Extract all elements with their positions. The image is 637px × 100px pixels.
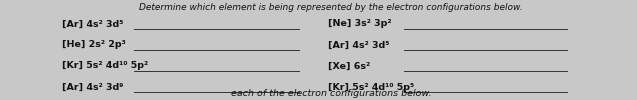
Text: each of the electron configurations below.: each of the electron configurations belo… — [231, 89, 431, 98]
Text: [Ne] 3s² 3p²: [Ne] 3s² 3p² — [328, 20, 392, 28]
Text: [Ar] 4s² 3d⁵: [Ar] 4s² 3d⁵ — [62, 20, 124, 28]
Text: [Kr] 5s² 4d¹⁰ 5p²: [Kr] 5s² 4d¹⁰ 5p² — [62, 62, 148, 70]
Text: [He] 2s² 2p³: [He] 2s² 2p³ — [62, 40, 126, 50]
Text: [Xe] 6s²: [Xe] 6s² — [328, 62, 370, 70]
Text: [Ar] 4s² 3d⁹: [Ar] 4s² 3d⁹ — [62, 82, 124, 92]
Text: Determine which element is being represented by the electron configurations belo: Determine which element is being represe… — [140, 3, 523, 12]
Text: [Kr] 5s² 4d¹⁰ 5p⁵: [Kr] 5s² 4d¹⁰ 5p⁵ — [328, 82, 414, 92]
Text: [Ar] 4s² 3d⁵: [Ar] 4s² 3d⁵ — [328, 40, 390, 50]
